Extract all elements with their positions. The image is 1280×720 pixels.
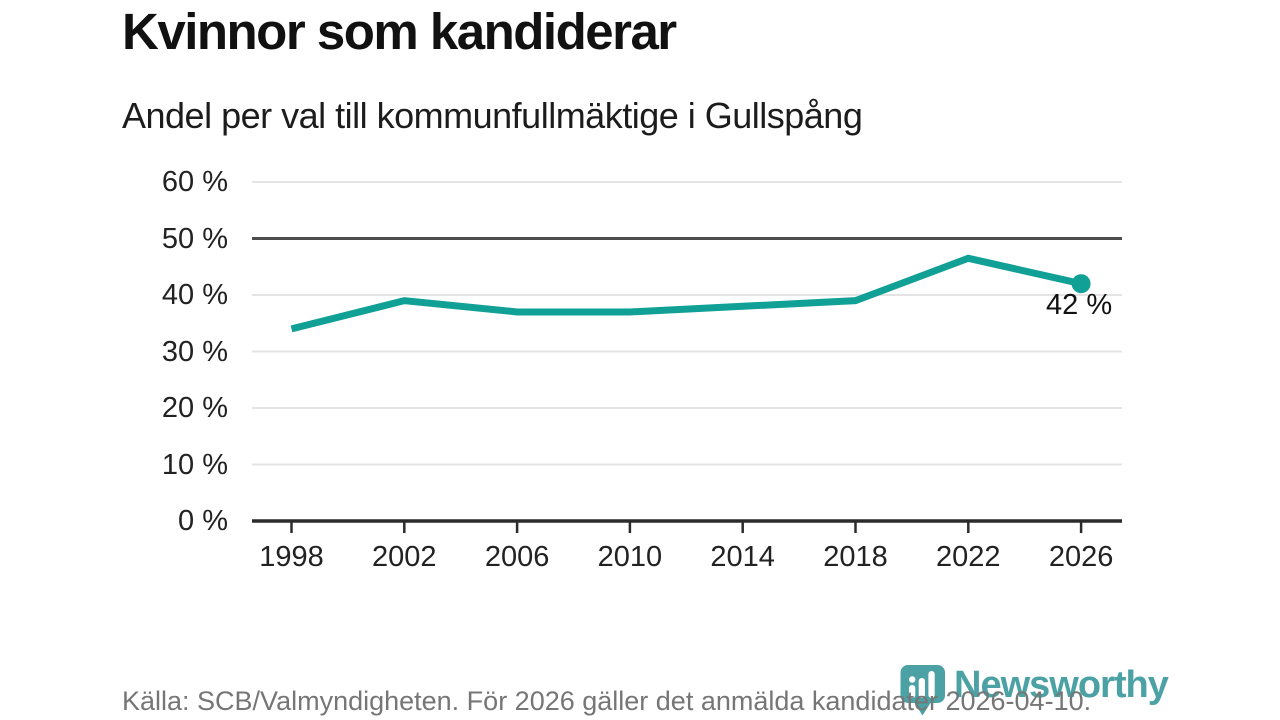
source-note: Källa: SCB/Valmyndigheten. För 2026 gäll… [122,686,1092,716]
y-axis-label: 10 % [161,448,228,481]
data-line [290,254,1082,333]
x-axis-label: 2010 [597,541,663,573]
newsworthy-pin-icon [900,665,945,716]
bar-medium [918,678,925,698]
newsworthy-logo: Newsworthy [899,664,1169,716]
x-axis-label: 2022 [936,541,1001,573]
y-axis-label: 40 % [161,279,228,311]
bar-tall [928,671,935,698]
y-axis-label: 30 % [161,335,228,368]
y-axis-label: 0 % [178,505,228,537]
bar-chart-dot [909,676,916,683]
x-axis-label: 2002 [372,541,437,573]
x-axis-label: 1998 [259,541,324,573]
x-axis-label: 2014 [710,541,775,573]
end-point-marker [1071,274,1091,294]
y-axis-label: 50 % [161,222,228,255]
bar-short [909,685,916,698]
x-axis-label: 2018 [823,541,888,573]
y-axis-label: 60 % [161,166,228,198]
x-axis-label: 2006 [484,541,550,573]
newsworthy-wordmark: Newsworthy [954,664,1169,706]
data-point-label: 42 % [1046,289,1113,321]
y-axis-label: 20 % [161,392,228,424]
x-axis-label: 2026 [1048,541,1114,573]
chart-subtitle: Andel per val till kommunfullmäktige i G… [122,95,863,136]
chart-title: Kvinnor som kandiderar [122,3,677,60]
